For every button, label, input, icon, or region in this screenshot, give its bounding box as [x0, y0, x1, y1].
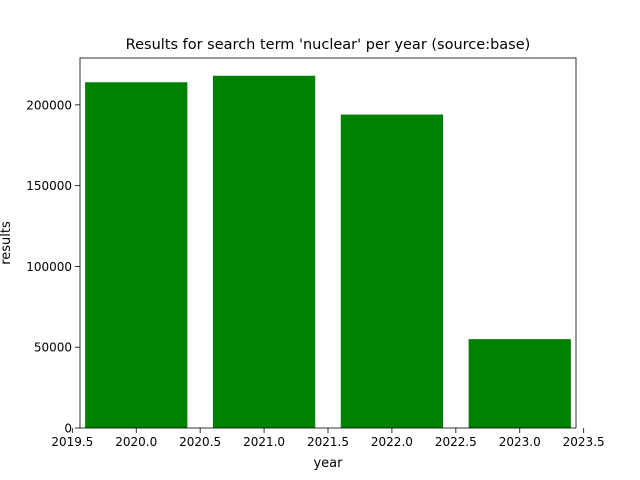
x-tick-label: 2020.5: [179, 435, 221, 449]
bar-2021.0: [212, 75, 316, 429]
y-axis-label: results: [0, 221, 14, 265]
bar-2020.0: [85, 82, 188, 428]
x-tick-label: 2019.5: [51, 435, 93, 449]
x-tick-label: 2023.5: [563, 435, 605, 449]
x-tick-label: 2022.0: [371, 435, 413, 449]
x-tick-label: 2023.0: [499, 435, 541, 449]
y-tick-label: 200000: [26, 98, 72, 112]
x-tick-label: 2022.5: [435, 435, 477, 449]
x-tick-label: 2021.5: [307, 435, 349, 449]
y-tick-label: 0: [64, 422, 72, 436]
bar-2022.0: [340, 114, 444, 428]
x-axis-label: year: [313, 456, 343, 471]
y-tick-label: 150000: [26, 179, 72, 193]
bar-2023.0: [468, 339, 571, 428]
x-axis-ticks: 2019.5 2020.0 2020.5 2021.0 2021.5 2022.0 2022…: [51, 428, 605, 449]
chart-title: Results for search term 'nuclear' per ye…: [126, 37, 531, 53]
y-tick-label: 50000: [34, 341, 72, 355]
x-tick-label: 2020.0: [115, 435, 157, 449]
bars-group: [85, 75, 571, 429]
y-axis-ticks: 0 50000 100000 150000 200000: [26, 98, 80, 436]
x-tick-label: 2021.0: [243, 435, 285, 449]
y-tick-label: 100000: [26, 260, 72, 274]
